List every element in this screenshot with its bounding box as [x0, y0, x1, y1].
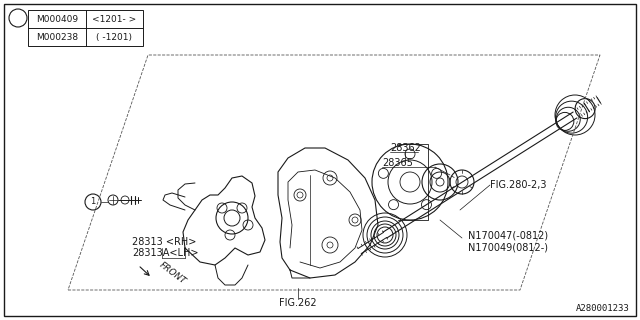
Text: M000238: M000238	[36, 33, 78, 42]
Text: 1: 1	[90, 197, 95, 206]
Text: N170049(0812-): N170049(0812-)	[468, 242, 548, 252]
Text: 28365: 28365	[382, 158, 413, 168]
Bar	[28, 10, 143, 46]
Text: 1: 1	[15, 13, 21, 22]
Circle shape	[9, 9, 27, 27]
Text: FIG.280-2,3: FIG.280-2,3	[490, 180, 547, 190]
Text: A280001233: A280001233	[576, 304, 630, 313]
Text: ( -1201): ( -1201)	[96, 33, 132, 42]
Text: <1201- >: <1201- >	[92, 14, 136, 23]
Text: 28362: 28362	[390, 143, 421, 153]
Text: FIG.262: FIG.262	[279, 298, 317, 308]
Text: 28313 <RH>: 28313 <RH>	[132, 237, 196, 247]
Text: M000409: M000409	[36, 14, 78, 23]
Text: N170047(-0812): N170047(-0812)	[468, 230, 548, 240]
Text: 28313A<LH>: 28313A<LH>	[132, 248, 198, 258]
Text: FRONT: FRONT	[158, 260, 188, 286]
